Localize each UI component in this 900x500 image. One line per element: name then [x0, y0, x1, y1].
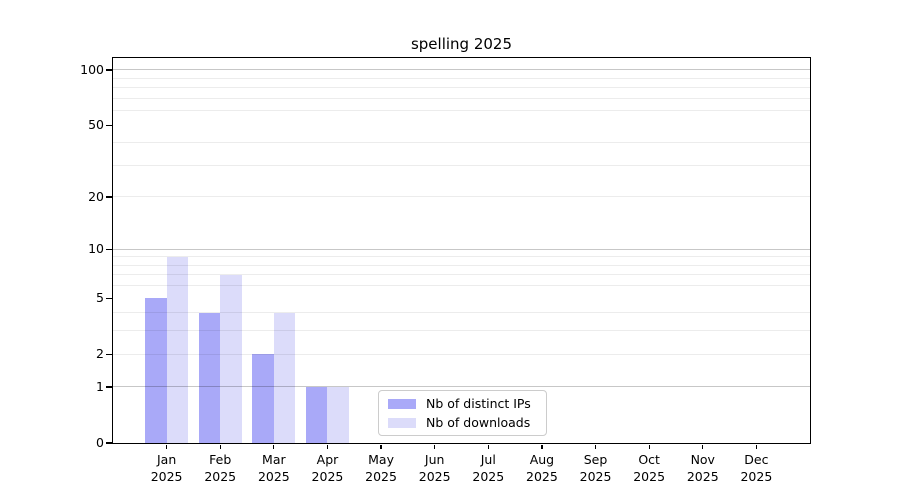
y-tick-mark — [106, 69, 112, 71]
x-tick-label-mar: Mar 2025 — [239, 451, 309, 485]
x-tick-mark — [273, 444, 275, 449]
y-tick-label: 1 — [96, 378, 104, 394]
x-tick-label-dec: Dec 2025 — [721, 451, 791, 485]
x-tick-mark — [594, 444, 597, 449]
bar-feb-distinct-ips — [198, 312, 221, 443]
legend-swatch-distinct-ips — [388, 398, 416, 409]
x-tick-label-may: May 2025 — [346, 451, 416, 485]
minor-gridline — [113, 87, 810, 89]
x-tick-mark — [541, 444, 543, 449]
x-tick-month: Feb — [209, 452, 232, 467]
minor-gridline — [113, 164, 810, 166]
y-tick-label: 5 — [96, 290, 104, 306]
x-tick-mark — [326, 444, 329, 449]
minor-gridline — [113, 330, 810, 332]
x-tick-year: 2025 — [365, 469, 397, 484]
x-tick-label-sep: Sep 2025 — [561, 451, 631, 485]
x-tick-month: Oct — [638, 452, 660, 467]
x-tick-month: Jan — [156, 452, 177, 467]
x-tick-label-nov: Nov 2025 — [668, 451, 738, 485]
y-tick-mark — [106, 353, 112, 355]
x-tick-label-apr: Apr 2025 — [292, 451, 362, 485]
minor-gridline — [113, 256, 810, 258]
y-tick-mark — [106, 442, 112, 444]
bar-mar-distinct-ips — [252, 354, 274, 443]
x-tick-mark — [434, 444, 436, 449]
x-tick-label-feb: Feb 2025 — [185, 451, 255, 485]
x-tick-year: 2025 — [204, 469, 237, 484]
minor-gridline — [113, 196, 810, 198]
y-tick-label: 0 — [96, 435, 104, 450]
x-tick-year: 2025 — [418, 469, 451, 484]
x-tick-year: 2025 — [686, 469, 719, 484]
minor-gridline — [113, 264, 810, 266]
y-tick-mark — [106, 196, 112, 198]
chart-title: spelling 2025 — [410, 35, 513, 53]
minor-gridline — [113, 353, 810, 355]
x-tick-year: 2025 — [150, 469, 183, 484]
x-tick-year: 2025 — [311, 469, 344, 484]
x-tick-mark — [166, 444, 168, 449]
x-tick-label-jul: Jul 2025 — [453, 451, 523, 485]
y-tick-label: 2 — [96, 346, 104, 362]
x-tick-month: Dec — [744, 452, 769, 467]
x-tick-year: 2025 — [740, 469, 773, 484]
x-tick-month: May — [368, 452, 394, 467]
legend-swatch-downloads — [388, 417, 416, 428]
minor-gridline — [113, 285, 810, 287]
major-gridline — [113, 386, 810, 388]
y-tick-label: 10 — [88, 241, 104, 257]
x-tick-year: 2025 — [633, 469, 666, 484]
y-tick-label: 50 — [88, 117, 104, 133]
minor-gridline — [113, 77, 810, 79]
y-tick-label: 20 — [88, 188, 104, 204]
minor-gridline — [113, 142, 810, 144]
legend-label: Nb of distinct IPs — [426, 396, 531, 411]
plot-area — [113, 58, 810, 443]
x-tick-label-oct: Oct 2025 — [614, 451, 684, 485]
bar-jan-distinct-ips — [145, 298, 167, 443]
minor-gridline — [113, 110, 810, 112]
x-tick-month: Apr — [316, 452, 339, 467]
y-tick-mark — [106, 248, 112, 250]
x-tick-month: Jul — [480, 452, 496, 467]
legend: Nb of distinct IPs Nb of downloads — [378, 390, 547, 436]
x-tick-month: Mar — [262, 452, 286, 467]
x-tick-mark — [648, 444, 650, 449]
legend-item: Nb of distinct IPs — [379, 396, 546, 411]
x-tick-mark — [219, 444, 221, 449]
minor-gridline — [113, 97, 810, 99]
x-tick-month: Nov — [690, 452, 715, 467]
x-tick-label-aug: Aug 2025 — [507, 451, 577, 485]
x-tick-year: 2025 — [579, 469, 612, 484]
y-tick-mark — [106, 297, 112, 299]
legend-item: Nb of downloads — [379, 415, 546, 430]
x-tick-mark — [702, 444, 704, 449]
bar-mar-downloads — [273, 312, 296, 443]
x-tick-month: Jun — [424, 452, 445, 467]
x-tick-label-jun: Jun 2025 — [400, 451, 470, 485]
minor-gridline — [113, 274, 810, 276]
legend-label: Nb of downloads — [426, 415, 531, 430]
x-tick-year: 2025 — [257, 469, 290, 484]
x-tick-mark — [487, 444, 489, 449]
bar-jan-downloads — [166, 256, 189, 443]
x-tick-year: 2025 — [472, 469, 505, 484]
x-tick-mark — [380, 444, 382, 449]
major-gridline — [113, 69, 810, 71]
x-tick-mark — [755, 444, 757, 449]
y-tick-mark — [106, 124, 112, 126]
y-tick-label: 100 — [80, 61, 104, 77]
minor-gridline — [113, 312, 810, 314]
x-tick-month: Sep — [583, 452, 608, 467]
bar-feb-downloads — [220, 274, 242, 443]
bar-apr-downloads — [327, 386, 349, 443]
x-tick-label-jan: Jan 2025 — [132, 451, 202, 485]
x-tick-month: Aug — [529, 452, 555, 467]
x-tick-year: 2025 — [526, 469, 558, 484]
bar-apr-distinct-ips — [306, 386, 328, 443]
major-gridline — [113, 248, 810, 250]
y-tick-mark — [106, 386, 112, 388]
